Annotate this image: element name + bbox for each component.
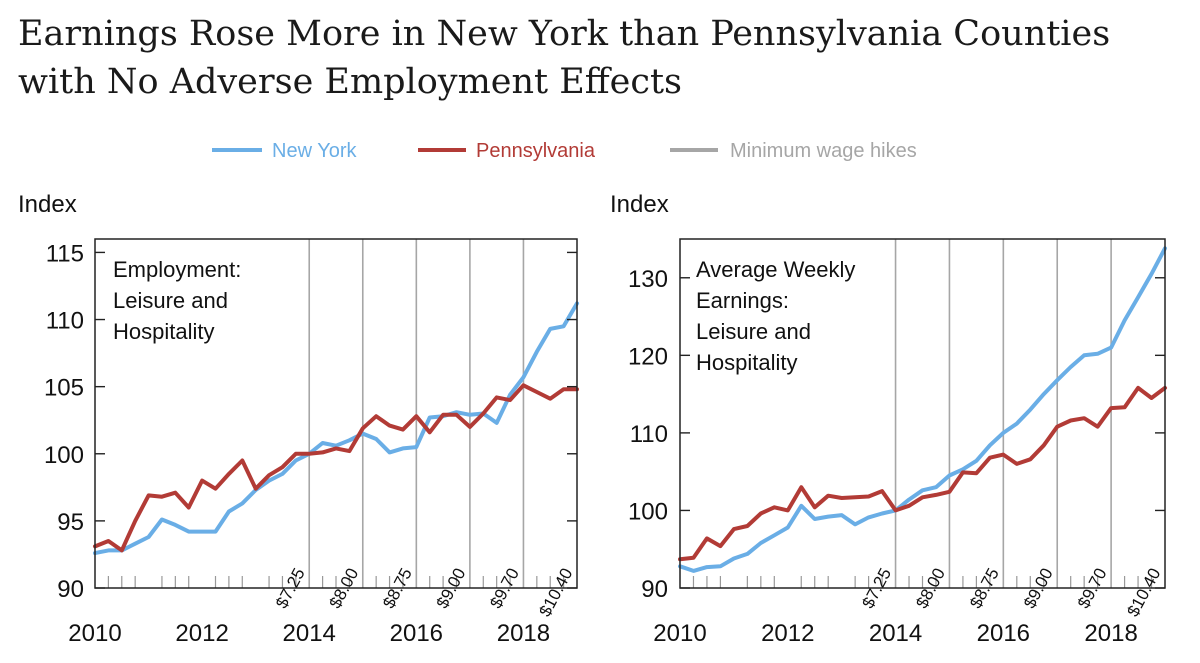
legend-label-pennsylvania: Pennsylvania [476,140,596,162]
panel-weekly-earnings: Index$7.25 $8.00 $8.75 $9.00 $9.70 $10.409010… [610,191,1167,647]
legend-label-minimum-wage-hikes: Minimum wage hikes [730,140,917,162]
legend-label-new-york: New York [272,140,357,162]
x-tick-label: 2010 [653,620,706,647]
y-tick-label: 100 [628,498,668,525]
x-tick-label: 2018 [1084,620,1137,647]
y-tick-label: 100 [44,442,84,469]
x-tick-label: 2012 [175,620,228,647]
wage-hike-label-10-40: $10.40 [1123,565,1164,620]
x-tick-label: 2016 [977,620,1030,647]
panel-title-line: Average Weekly [696,257,855,282]
panel-title-line: Leisure and [696,319,811,344]
x-tick-label: 2018 [497,620,550,647]
y-axis-label: Index [610,191,669,218]
y-tick-label: 110 [630,421,668,448]
x-tick-label: 2016 [390,620,443,647]
wage-hike-label-10-40: $10.40 [535,565,576,620]
y-axis-label: Index [18,191,77,218]
x-tick-label: 2012 [761,620,814,647]
y-tick-label: 90 [57,576,84,603]
chart-title: Earnings Rose More in New York than Penn… [18,14,1111,102]
y-tick-label: 95 [57,509,84,536]
series-line-pennsylvania [93,383,579,553]
panel-title-line: Employment: [113,257,241,282]
panel-title-line: Earnings: [696,288,789,313]
series-line-new-york [678,246,1167,573]
panel-title-line: Hospitality [113,319,214,344]
plot-frame [94,238,578,589]
panel-employment: Index$7.25 $8.00 $8.75 $9.00 $9.70 $10.409095… [18,191,579,647]
y-tick-label: 90 [641,576,668,603]
x-tick-label: 2014 [283,620,336,647]
panel-title-line: Leisure and [113,288,228,313]
x-tick-label: 2014 [869,620,922,647]
x-tick-label: 2010 [68,620,121,647]
series-line-new-york [93,301,579,556]
y-tick-label: 105 [44,375,84,402]
panel-title: Employment: Leisure and Hospitality [113,257,241,344]
y-tick-label: 120 [628,343,668,370]
series-line-pennsylvania [678,385,1167,562]
legend: New York Pennsylvania Minimum wage hikes [212,140,917,162]
y-tick-label: 115 [46,240,84,267]
y-tick-label: 110 [46,308,84,335]
panel-title: Average Weekly Earnings: Leisure and Hospit… [696,257,855,375]
panel-title-line: Hospitality [696,350,797,375]
y-tick-label: 130 [628,266,668,293]
plot-frame [679,238,1166,589]
